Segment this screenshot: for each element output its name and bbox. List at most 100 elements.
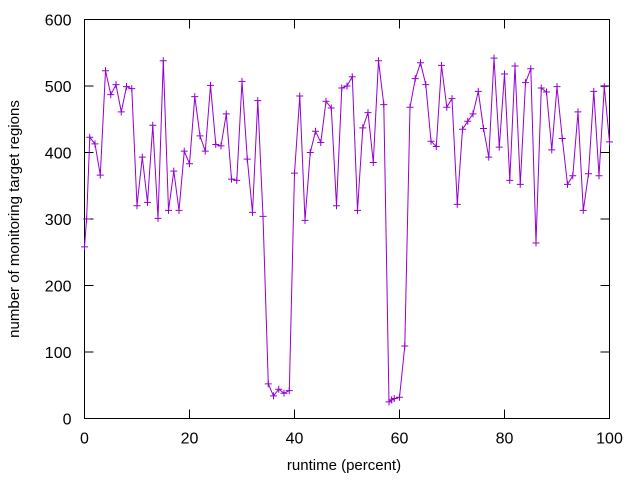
data-point	[579, 206, 587, 214]
series-markers	[81, 54, 613, 406]
data-point	[548, 146, 556, 154]
data-point	[375, 57, 382, 65]
data-point	[516, 180, 524, 188]
y-tick-label: 600	[45, 13, 72, 30]
data-point	[485, 153, 493, 161]
data-point	[495, 143, 503, 151]
data-point	[327, 104, 335, 112]
data-point	[432, 143, 440, 151]
data-point	[201, 147, 209, 155]
data-point	[390, 395, 398, 403]
data-point	[212, 141, 220, 149]
data-point	[275, 385, 283, 393]
data-point	[138, 153, 146, 161]
data-point	[91, 140, 99, 148]
data-point	[354, 206, 361, 214]
data-point	[490, 54, 498, 62]
data-point	[558, 135, 566, 143]
data-point	[564, 180, 571, 188]
data-point	[270, 392, 277, 400]
data-point	[317, 139, 325, 147]
data-point	[249, 208, 256, 216]
data-point	[243, 155, 251, 163]
data-point	[128, 85, 136, 93]
data-point	[348, 73, 356, 81]
data-point	[480, 125, 487, 133]
data-point	[543, 88, 550, 96]
data-point	[417, 59, 424, 67]
data-point	[170, 167, 178, 175]
data-point	[159, 57, 167, 65]
y-tick-label: 100	[45, 345, 72, 362]
data-point	[453, 200, 461, 208]
data-point	[117, 108, 125, 116]
data-point	[186, 160, 193, 168]
data-point	[585, 170, 592, 178]
data-point	[396, 393, 403, 401]
data-point	[443, 103, 451, 111]
data-point	[285, 387, 293, 395]
data-point	[196, 132, 204, 140]
data-point	[291, 169, 298, 177]
data-point	[154, 214, 162, 222]
x-tick-label: 80	[496, 431, 514, 448]
data-point	[217, 142, 225, 150]
data-point	[401, 342, 409, 350]
tick-labels: 0 100 200 300 400 500 600 0 20 40 60 80 100	[45, 13, 623, 448]
data-point	[123, 83, 130, 91]
series-line	[84, 58, 610, 403]
data-point	[595, 172, 603, 180]
data-point	[191, 93, 199, 101]
data-point	[175, 206, 183, 214]
data-point	[343, 82, 351, 90]
data-point	[600, 83, 608, 91]
data-point	[469, 110, 477, 118]
x-tick-label: 100	[596, 431, 623, 448]
data-point	[133, 202, 141, 210]
data-point	[322, 97, 330, 105]
data-point	[411, 75, 419, 83]
data-point	[448, 95, 456, 103]
data-point	[474, 87, 482, 95]
data-point	[280, 389, 288, 397]
data-point	[380, 101, 388, 109]
data-point	[165, 206, 172, 214]
data-point	[522, 79, 529, 87]
data-point	[254, 97, 262, 105]
data-point	[96, 171, 104, 179]
data-point	[296, 92, 304, 100]
axis-ticks	[84, 19, 610, 419]
x-tick-label: 0	[80, 431, 89, 448]
data-point	[506, 176, 514, 184]
x-tick-label: 60	[391, 431, 409, 448]
data-point	[569, 172, 577, 180]
data-point	[338, 84, 346, 92]
data-point	[107, 91, 115, 99]
data-point	[590, 87, 598, 95]
data-point	[574, 108, 582, 116]
y-tick-label: 300	[45, 212, 72, 229]
y-tick-label: 0	[63, 412, 72, 429]
data-point	[369, 158, 377, 166]
data-point	[233, 176, 241, 184]
x-tick-label: 20	[181, 431, 199, 448]
data-point	[532, 239, 540, 247]
data-point	[149, 121, 157, 129]
data-point	[537, 84, 545, 92]
data-point	[501, 70, 508, 78]
data-point	[83, 215, 91, 223]
data-point	[422, 81, 430, 89]
data-point	[238, 77, 246, 85]
data-point	[306, 149, 314, 156]
data-point	[438, 61, 445, 69]
data-point	[312, 127, 319, 135]
y-axis-label: number of monitoring target regions	[6, 100, 23, 338]
data-point	[259, 212, 267, 220]
data-point	[102, 67, 109, 75]
data-point	[359, 124, 367, 132]
data-point	[606, 138, 613, 146]
data-point	[144, 198, 151, 206]
data-point	[301, 216, 309, 224]
y-tick-label: 500	[45, 79, 72, 96]
data-point	[511, 62, 519, 70]
